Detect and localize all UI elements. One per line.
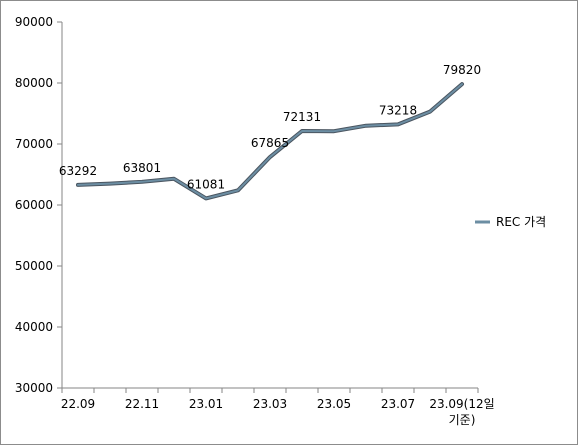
x-axis: 22.09 22.11 23.01 23.03 23.05 23.07 23.09(12일 기… <box>61 387 495 427</box>
x-tick-label: 23.05 <box>317 397 351 411</box>
y-tick-label: 50000 <box>15 259 53 273</box>
series-rec-price <box>76 82 464 201</box>
y-tick-label: 60000 <box>15 198 53 212</box>
x-tick-label: 22.11 <box>125 397 159 411</box>
x-tick-label: 23.09(12일 기준) <box>429 397 494 427</box>
data-label: 79820 <box>443 63 481 77</box>
y-tick-label: 80000 <box>15 76 53 90</box>
x-tick-label: 23.03 <box>253 397 287 411</box>
y-axis: 30000 40000 50000 60000 70000 80000 90000 <box>15 15 63 395</box>
y-tick-label: 40000 <box>15 320 53 334</box>
data-label: 72131 <box>283 110 321 124</box>
data-label: 67865 <box>251 136 289 150</box>
y-tick-label: 90000 <box>15 15 53 29</box>
y-tick-label: 70000 <box>15 137 53 151</box>
x-tick-label: 22.09 <box>61 397 95 411</box>
data-label: 61081 <box>187 177 225 191</box>
data-labels: 63292 63801 61081 67865 72131 73218 79820 <box>59 63 481 191</box>
data-label: 73218 <box>379 103 417 117</box>
series-line <box>77 83 463 200</box>
legend: REC 가격 <box>475 215 546 229</box>
y-tick-label: 30000 <box>15 381 53 395</box>
data-label: 63292 <box>59 164 97 178</box>
legend-label: REC 가격 <box>496 215 546 229</box>
x-tick-label: 23.01 <box>189 397 223 411</box>
data-label: 63801 <box>123 161 161 175</box>
x-tick-label: 23.07 <box>381 397 415 411</box>
